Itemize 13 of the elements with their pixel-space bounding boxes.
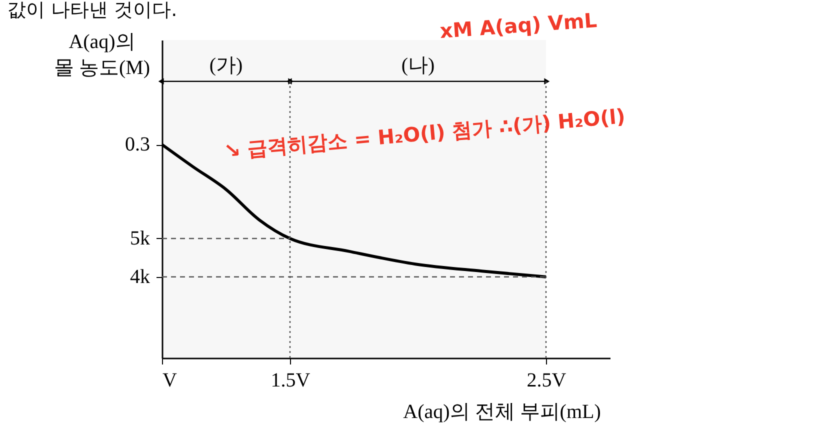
ref-line-label: 4k bbox=[130, 266, 150, 288]
text: xM A(aq) VmL bbox=[439, 8, 598, 43]
ref-line-label: 5k bbox=[130, 227, 150, 250]
x-axis-title: A(aq)의 전체 부피(mL) bbox=[403, 401, 601, 423]
y-axis-title: A(aq)의 몰 농도(M) bbox=[54, 31, 150, 79]
x-tick-label: 1.5V bbox=[270, 370, 311, 392]
annotation: ↘ 급격히감소 = H₂O(l) 첨가 ∴(가) H₂O(l) bbox=[222, 104, 626, 163]
x-tick-label: V bbox=[162, 370, 178, 392]
annotation: 0.3 bbox=[125, 134, 150, 156]
x-tick-label: 2.5V bbox=[526, 370, 567, 392]
text: 값이 나타낸 것이다. bbox=[7, 0, 178, 21]
band-label: (나) bbox=[401, 54, 435, 76]
band-label: (가) bbox=[209, 54, 243, 76]
